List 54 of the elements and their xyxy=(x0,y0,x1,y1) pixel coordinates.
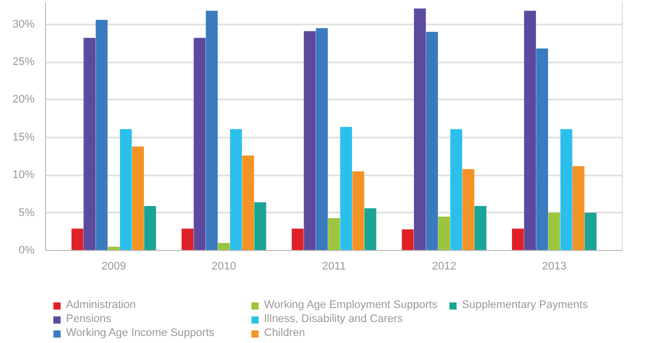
bar xyxy=(364,208,376,250)
y-tick-label: 10% xyxy=(12,169,35,182)
bar xyxy=(548,212,560,250)
y-tick-label: 30% xyxy=(12,18,35,30)
legend-label: Pensions xyxy=(66,313,112,325)
x-tick-label: 2013 xyxy=(542,260,566,272)
bar xyxy=(414,8,426,250)
bar xyxy=(512,228,524,250)
y-tick-label: 0% xyxy=(18,244,35,256)
bar xyxy=(96,20,108,250)
y-tick-label: 20% xyxy=(12,94,35,106)
legend-label: Supplementary Payments xyxy=(462,299,589,311)
bar xyxy=(194,38,206,250)
y-tick-label: 5% xyxy=(18,206,35,219)
bar xyxy=(316,28,328,250)
bar xyxy=(132,146,144,250)
bar xyxy=(462,169,474,250)
y-tick-label: 15% xyxy=(12,131,35,144)
bar xyxy=(474,206,486,250)
bar xyxy=(560,129,572,250)
x-tick-label: 2010 xyxy=(212,260,236,272)
bar xyxy=(84,38,96,250)
y-tick-label: 25% xyxy=(12,56,35,68)
legend-label: Children xyxy=(264,327,306,339)
bar xyxy=(230,129,242,250)
bar xyxy=(572,166,584,250)
legend-label: Illness, Disability and Carers xyxy=(264,313,404,325)
bar xyxy=(340,126,352,250)
bar xyxy=(182,228,194,250)
bar xyxy=(242,156,254,250)
x-tick-label: 2009 xyxy=(102,260,126,272)
bar xyxy=(108,246,120,250)
bar xyxy=(524,10,536,250)
bar xyxy=(292,228,304,250)
legend-label: Working Age Income Supports xyxy=(66,327,216,339)
legend-label: Working Age Employment Supports xyxy=(264,299,438,311)
legend-label: Administration xyxy=(66,299,137,311)
bar xyxy=(438,216,450,250)
bar xyxy=(254,202,266,250)
bar xyxy=(328,218,340,250)
bar xyxy=(304,31,316,250)
bar xyxy=(352,171,364,250)
bar xyxy=(144,206,156,250)
bar xyxy=(426,32,438,250)
bar xyxy=(450,129,462,250)
x-tick-label: 2012 xyxy=(432,260,456,272)
bar xyxy=(206,10,218,250)
bar xyxy=(218,242,230,250)
bar xyxy=(536,48,548,250)
bar xyxy=(402,229,414,250)
x-tick-label: 2011 xyxy=(322,260,346,272)
bar xyxy=(120,129,132,250)
bar xyxy=(72,228,84,250)
bar xyxy=(584,212,596,250)
